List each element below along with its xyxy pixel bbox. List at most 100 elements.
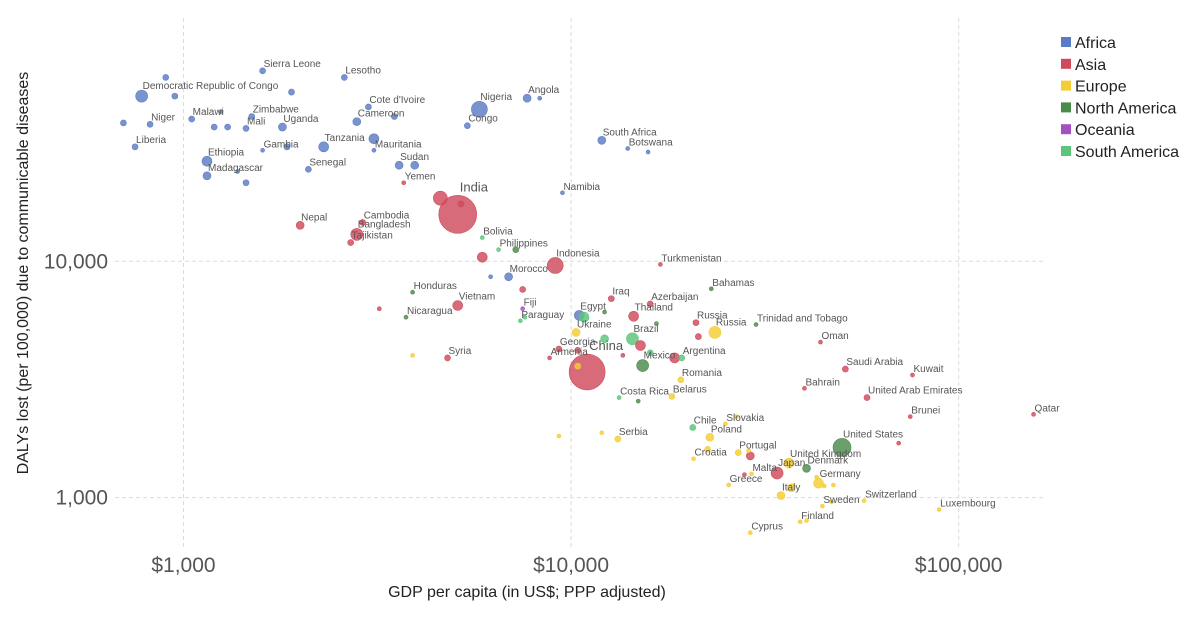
- point-label: Saudi Arabia: [846, 357, 903, 368]
- point-label: Lesotho: [345, 65, 381, 76]
- data-point: [391, 113, 398, 120]
- data-point: [821, 483, 827, 489]
- data-point: [201, 155, 213, 167]
- point-labels: Sierra Leone Lesotho Democratic Republic o…: [136, 59, 1060, 533]
- legend-swatch: [1061, 146, 1071, 156]
- data-point: [452, 300, 464, 311]
- data-point: [571, 328, 581, 337]
- point-label: Honduras: [414, 281, 457, 292]
- point-label: Indonesia: [556, 248, 600, 259]
- data-point: [746, 448, 751, 453]
- data-point: [692, 319, 700, 326]
- point-label: Georgia: [560, 337, 596, 348]
- data-point: [496, 247, 501, 252]
- data-point: [512, 246, 520, 253]
- data-point: [783, 457, 795, 469]
- point-label: Argentina: [683, 346, 726, 357]
- point-label: Cambodia: [364, 210, 410, 221]
- data-point: [457, 200, 465, 208]
- data-point: [574, 347, 581, 354]
- point-label: Democratic Republic of Congo: [143, 81, 279, 92]
- data-point: [654, 321, 659, 326]
- point-label: Egypt: [580, 301, 606, 312]
- point-label: Mexico: [644, 351, 676, 362]
- point-label: Ukraine: [577, 319, 612, 330]
- data-point: [376, 306, 382, 312]
- data-point: [645, 149, 651, 155]
- point-label: Brazil: [633, 324, 658, 335]
- data-point: [464, 122, 471, 129]
- data-point: [522, 314, 528, 320]
- data-point: [350, 228, 364, 241]
- grid: [115, 18, 1045, 548]
- point-label: Namibia: [563, 182, 600, 193]
- point-label: Tanzania: [325, 133, 365, 144]
- data-point: [410, 353, 415, 358]
- data-point: [278, 122, 287, 132]
- data-point: [597, 136, 607, 145]
- data-point: [802, 464, 811, 473]
- data-point: [705, 432, 715, 442]
- data-point: [218, 109, 224, 114]
- x-tick-label: $100,000: [915, 554, 1003, 577]
- data-point: [347, 239, 354, 246]
- point-label: Mauritania: [375, 139, 422, 150]
- data-point: [829, 499, 834, 505]
- data-point: [658, 262, 663, 267]
- data-point: [734, 449, 742, 456]
- data-point: [568, 353, 606, 391]
- data-point: [677, 376, 685, 384]
- x-tick-label: $1,000: [151, 554, 215, 577]
- point-label: Vietnam: [459, 291, 496, 302]
- data-point: [616, 395, 622, 400]
- point-label: Malta: [752, 463, 777, 474]
- data-point: [202, 171, 212, 181]
- data-point: [359, 219, 367, 226]
- point-label: Gambia: [264, 139, 299, 150]
- point-label: China: [589, 338, 624, 353]
- data-point: [842, 365, 849, 373]
- point-label: Congo: [468, 114, 498, 125]
- data-point: [668, 393, 676, 400]
- point-label: Zimbabwe: [253, 104, 300, 115]
- data-point: [804, 518, 809, 523]
- point-label: Poland: [711, 424, 742, 435]
- data-point: [394, 160, 404, 170]
- data-point: [518, 318, 523, 324]
- point-label: Bahrain: [805, 377, 839, 388]
- point-label: Trinidad and Tobago: [757, 314, 848, 325]
- point-label: Tajikistan: [352, 231, 393, 242]
- point-label: Oman: [821, 331, 848, 342]
- axis-ticks: $1,000 $10,000 $100,000 1,000 10,000: [44, 250, 1003, 577]
- data-point: [936, 507, 942, 512]
- data-point: [820, 503, 825, 509]
- data-point: [365, 103, 372, 111]
- data-point: [401, 180, 407, 186]
- data-point: [625, 146, 631, 151]
- data-point: [861, 498, 867, 504]
- point-label: South Africa: [603, 127, 657, 138]
- point-label: Chile: [694, 415, 717, 426]
- data-point: [832, 438, 852, 457]
- legend: Africa Asia Europe North America Oceania Sout…: [1061, 35, 1179, 161]
- point-label: Russia: [716, 317, 747, 328]
- point-label: India: [460, 179, 489, 194]
- data-point: [479, 235, 485, 240]
- data-point: [907, 414, 913, 419]
- data-point: [599, 430, 605, 436]
- data-point: [547, 355, 552, 361]
- x-tick-label: $10,000: [533, 554, 609, 577]
- point-label: Liberia: [136, 135, 166, 146]
- data-point: [818, 339, 823, 345]
- point-label: Qatar: [1035, 403, 1061, 414]
- point-label: Philippines: [500, 239, 548, 250]
- point-label: Nepal: [301, 212, 327, 223]
- point-label: Denmark: [808, 455, 850, 466]
- data-point: [471, 100, 488, 118]
- point-label: Ethiopia: [208, 147, 245, 158]
- data-point: [691, 456, 696, 462]
- data-point: [689, 424, 697, 431]
- data-point: [476, 251, 488, 263]
- point-label: Croatia: [695, 448, 728, 459]
- data-point: [242, 179, 250, 187]
